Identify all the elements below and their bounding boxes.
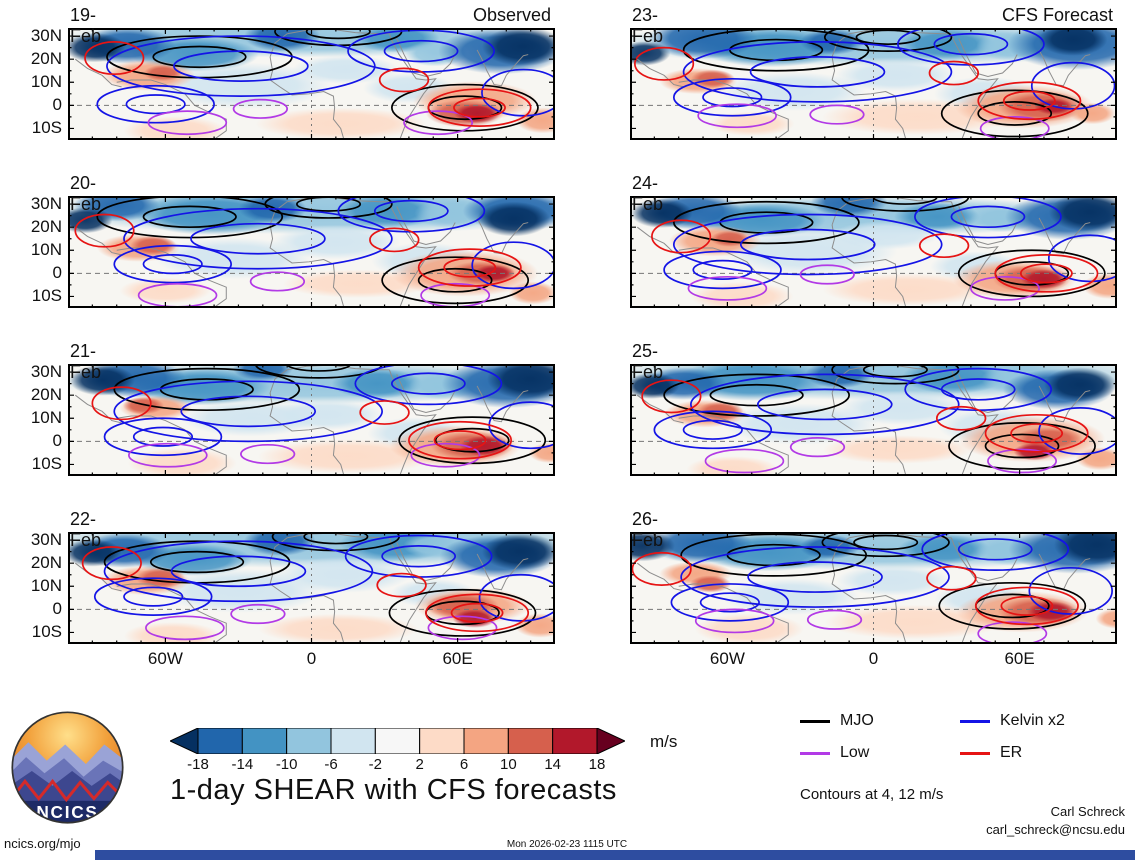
colorbar-tick-label: 18 [588, 756, 606, 773]
legend-label: Low [840, 744, 870, 761]
shear-map-canvas [630, 532, 1117, 644]
panel-date-label: 23-Feb [632, 5, 664, 46]
lon-tick-label: 60W [709, 649, 745, 668]
shear-map-canvas [68, 28, 555, 140]
column-title: CFS Forecast [1001, 5, 1113, 25]
colorbar-tick-label: 10 [499, 756, 517, 773]
shear-map-canvas [68, 532, 555, 644]
legend-line-swatch [800, 719, 830, 723]
colorbar-segment [552, 727, 598, 755]
panel-date-label: 24-Feb [632, 173, 664, 214]
lat-tick-label: 20N [30, 385, 62, 405]
shear-map-canvas [630, 364, 1117, 476]
colorbar-tick-label: -14 [231, 756, 254, 773]
panel-date-label: 26-Feb [632, 509, 664, 550]
logo-text: NCICS [36, 802, 98, 822]
legend-line-swatch [960, 751, 990, 755]
colorbar-tick-label: -18 [187, 756, 209, 773]
colorbar-tick-label: -2 [368, 756, 382, 773]
lon-tick-label: 60E [442, 649, 473, 668]
legend-item: Low [800, 744, 960, 762]
lat-tick-label: 20N [30, 49, 62, 69]
credit-name: Carl Schreck [1050, 804, 1125, 819]
colorbar-arrow [168, 727, 199, 755]
legend-label: ER [1000, 744, 1023, 761]
colorbar: -18 -14 -10 -6 -2 2 6 10 14 18 [168, 727, 627, 778]
panel-date-label: 22-Feb [70, 509, 102, 550]
colorbar-segment [419, 727, 465, 755]
credit-email: carl_schreck@ncsu.edu [986, 822, 1125, 837]
lat-tick-label: 10S [31, 454, 62, 474]
panel-date-label: 19-Feb [70, 5, 102, 46]
shear-map-canvas [68, 364, 555, 476]
colorbar-tick-label: 2 [415, 756, 424, 773]
colorbar-segment [197, 727, 243, 755]
logo-zigzag [12, 778, 123, 803]
colorbar-tick-label: -6 [324, 756, 338, 773]
lat-tick-label: 30N [30, 530, 62, 550]
lat-tick-label: 30N [30, 194, 62, 214]
colorbar-segment [241, 727, 288, 755]
shear-map-canvas [68, 196, 555, 308]
colorbar-segment [374, 727, 421, 755]
lat-tick-label: 10N [30, 72, 62, 92]
legend-item: Kelvin x2 [960, 712, 1120, 730]
lon-tick-label: 60W [147, 649, 183, 668]
lat-tick-label: 0 [52, 263, 62, 283]
colorbar-svg [168, 727, 627, 755]
ncics-logo: NCICS [11, 711, 124, 824]
colorbar-tick-label: 14 [544, 756, 561, 773]
lat-tick-label: 0 [52, 431, 62, 451]
lat-tick-label: 20N [30, 553, 62, 573]
legend-item: ER [960, 744, 1120, 762]
lat-tick-label: 20N [30, 217, 62, 237]
panel-date-label: 25-Feb [632, 341, 664, 382]
colorbar-segment [330, 727, 376, 755]
lat-tick-label: 30N [30, 362, 62, 382]
lat-tick-label: 10S [31, 622, 62, 642]
lat-tick-label: 10S [31, 118, 62, 138]
lat-tick-label: 30N [30, 26, 62, 46]
contour-legend: MJO Kelvin x2 Low ER [800, 712, 1120, 762]
legend-line-swatch [960, 719, 990, 723]
legend-label: Kelvin x2 [1000, 712, 1065, 729]
figure-title: 1-day SHEAR with CFS forecasts [170, 774, 617, 806]
shear-map-canvas [630, 28, 1117, 140]
colorbar-tick-label: -10 [275, 756, 298, 773]
panel-date-label: 20-Feb [70, 173, 102, 214]
legend-label: MJO [840, 712, 874, 729]
bottom-bar [95, 850, 1135, 860]
lon-tick-label: 0 [868, 649, 879, 668]
lon-tick-label: 60E [1004, 649, 1035, 668]
legend-line-swatch [800, 751, 830, 755]
timestamp: Mon 2026-02-23 1115 UTC [506, 839, 628, 850]
column-title: Observed [472, 5, 551, 25]
lat-tick-label: 0 [52, 95, 62, 115]
colorbar-segment [507, 727, 554, 755]
colorbar-arrow [596, 727, 627, 755]
lat-tick-label: 0 [52, 599, 62, 619]
shear-map-canvas [630, 196, 1117, 308]
lat-tick-label: 10S [31, 286, 62, 306]
units-label: m/s [650, 732, 678, 751]
panel-date-label: 21-Feb [70, 341, 102, 382]
lat-tick-label: 10N [30, 240, 62, 260]
lon-tick-label: 0 [306, 649, 317, 668]
lat-tick-label: 10N [30, 408, 62, 428]
site-link: ncics.org/mjo [4, 836, 81, 851]
legend-item: MJO [800, 712, 960, 730]
contour-note: Contours at 4, 12 m/s [800, 786, 944, 803]
colorbar-tick-label: 6 [459, 756, 469, 773]
colorbar-segment [286, 727, 332, 755]
colorbar-segment [463, 727, 509, 755]
lat-tick-label: 10N [30, 576, 62, 596]
